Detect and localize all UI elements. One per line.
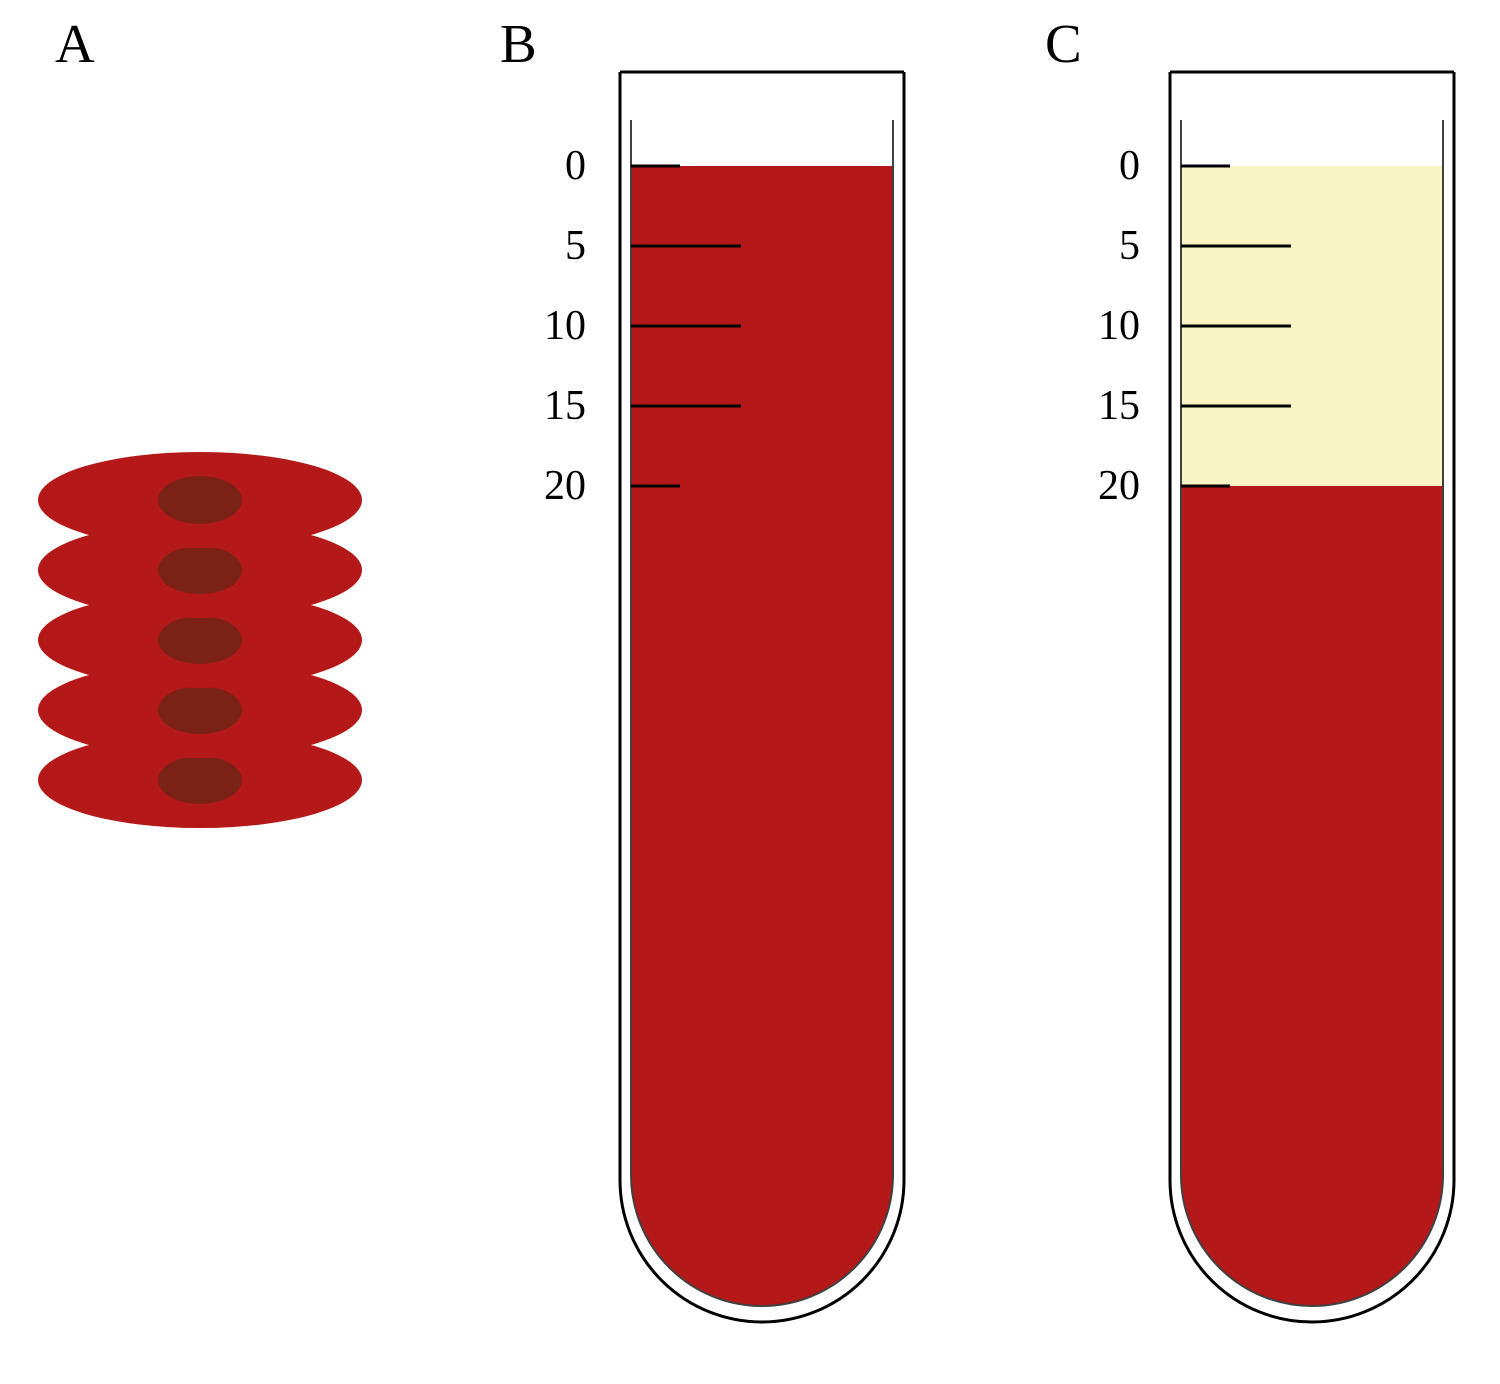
tube-c-tick-10: 10 [1060,302,1140,350]
panel-c-tube [0,0,1500,1384]
tube-c-tick-20: 20 [1060,462,1140,510]
figure: A B C 0 5 10 15 20 [0,0,1500,1384]
tube-c-tick-15: 15 [1060,382,1140,430]
tube-c-tick-0: 0 [1060,142,1140,190]
tube-c-tick-5: 5 [1060,222,1140,270]
